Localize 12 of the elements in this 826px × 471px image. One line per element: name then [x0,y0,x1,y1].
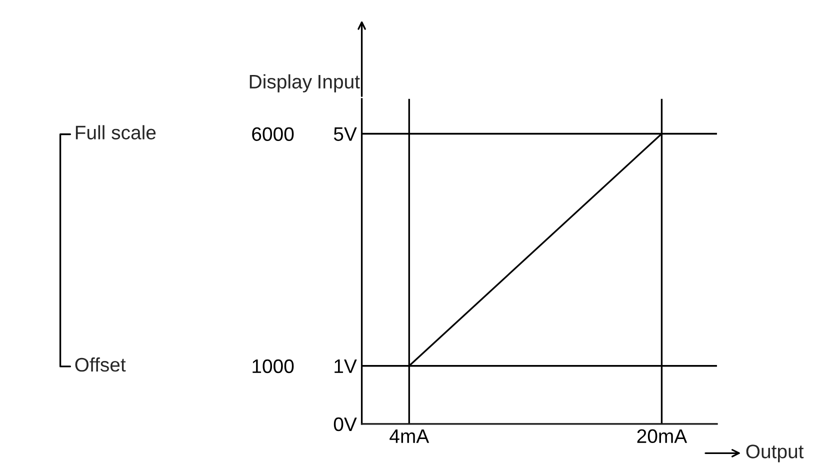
y-tick-label: 1V [334,360,357,373]
y-tick-label: 0V [334,417,357,432]
text: Offset [75,357,126,372]
y2-tick-label: 1000 [252,359,294,374]
y-tick-label: 5V [334,127,357,141]
x-axis-title: Output [746,444,804,462]
x-tick-label: 20mA [637,429,688,444]
y2-tick-label: 6000 [252,127,294,141]
x-tick-label: 4mA [390,429,430,443]
text: Full scale [76,125,156,140]
y2-axis-title: Display [250,74,312,92]
y-axis-title: Input [318,75,360,92]
